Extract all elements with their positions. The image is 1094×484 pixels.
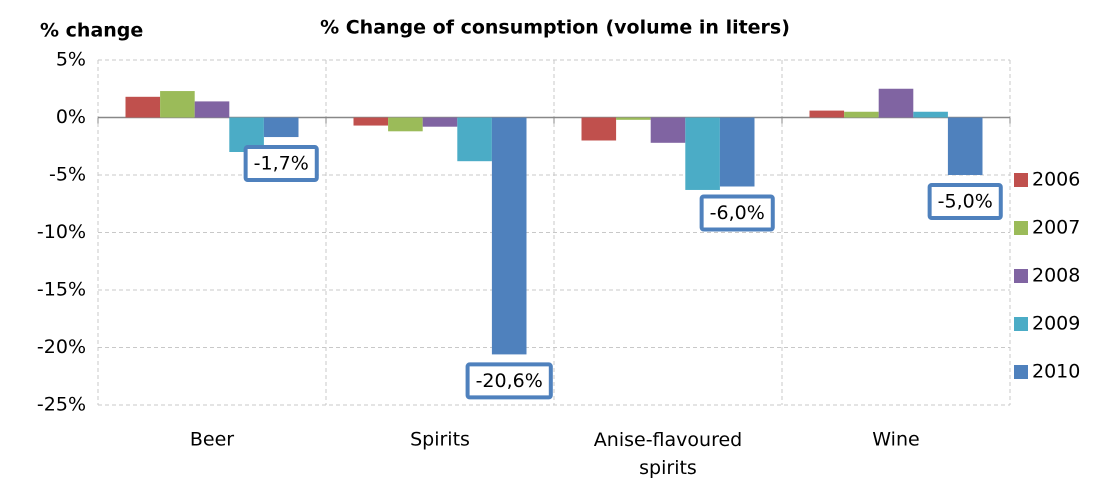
- bar: [913, 111, 948, 118]
- y-tick-label: -20%: [37, 336, 86, 358]
- bar: [125, 96, 161, 118]
- data-label: -5,0%: [927, 183, 1003, 220]
- bar: [491, 117, 527, 355]
- y-tick-label: 0%: [56, 106, 86, 128]
- bar: [809, 110, 845, 118]
- legend-label: 2009: [1032, 313, 1080, 335]
- data-label-box: [927, 183, 1003, 220]
- data-label-text: -1,7%: [254, 153, 309, 175]
- bar: [194, 101, 230, 118]
- legend-swatch: [1014, 365, 1028, 379]
- bar: [388, 117, 423, 132]
- data-label-text: -6,0%: [710, 202, 765, 224]
- bar: [616, 117, 651, 120]
- x-tick-label: Beer: [190, 429, 234, 451]
- bar: [947, 117, 983, 175]
- bar: [353, 117, 389, 126]
- data-label-text: -20,6%: [476, 370, 543, 392]
- legend-label: 2010: [1032, 361, 1080, 383]
- legend-label: 2008: [1032, 265, 1080, 287]
- data-label-box: [465, 362, 553, 400]
- bar: [160, 91, 195, 118]
- legend-label: 2007: [1032, 217, 1080, 239]
- data-label: -20,6%: [465, 362, 553, 400]
- data-label-text: -5,0%: [938, 191, 993, 213]
- data-label-box: [243, 145, 319, 183]
- bar: [650, 117, 686, 143]
- x-tick-label: Anise-flavoured spirits: [594, 429, 742, 479]
- y-axis-label: % change: [40, 20, 143, 42]
- legend-swatch: [1014, 269, 1028, 283]
- bar: [581, 117, 617, 141]
- legend-swatch: [1014, 173, 1028, 187]
- data-label: -6,0%: [699, 194, 775, 232]
- y-tick-label: -5%: [49, 164, 86, 186]
- bar: [685, 117, 720, 190]
- legend-label: 2006: [1032, 169, 1080, 191]
- bar: [422, 117, 458, 127]
- y-tick-label: -15%: [37, 279, 86, 301]
- legend-swatch: [1014, 221, 1028, 235]
- y-tick-label: 5%: [56, 49, 86, 71]
- bar: [263, 117, 299, 138]
- bar: [878, 88, 914, 118]
- chart-title: % Change of consumption (volume in liter…: [320, 17, 790, 39]
- y-tick-label: -10%: [37, 221, 86, 243]
- x-tick-label: Wine: [872, 429, 919, 451]
- data-label: -1,7%: [243, 145, 319, 183]
- y-tick-label: -25%: [37, 394, 86, 416]
- data-label-box: [699, 194, 775, 232]
- bar: [457, 117, 492, 162]
- legend-swatch: [1014, 317, 1028, 331]
- bar: [844, 111, 879, 118]
- bar: [719, 117, 755, 187]
- x-tick-label: Spirits: [410, 429, 470, 451]
